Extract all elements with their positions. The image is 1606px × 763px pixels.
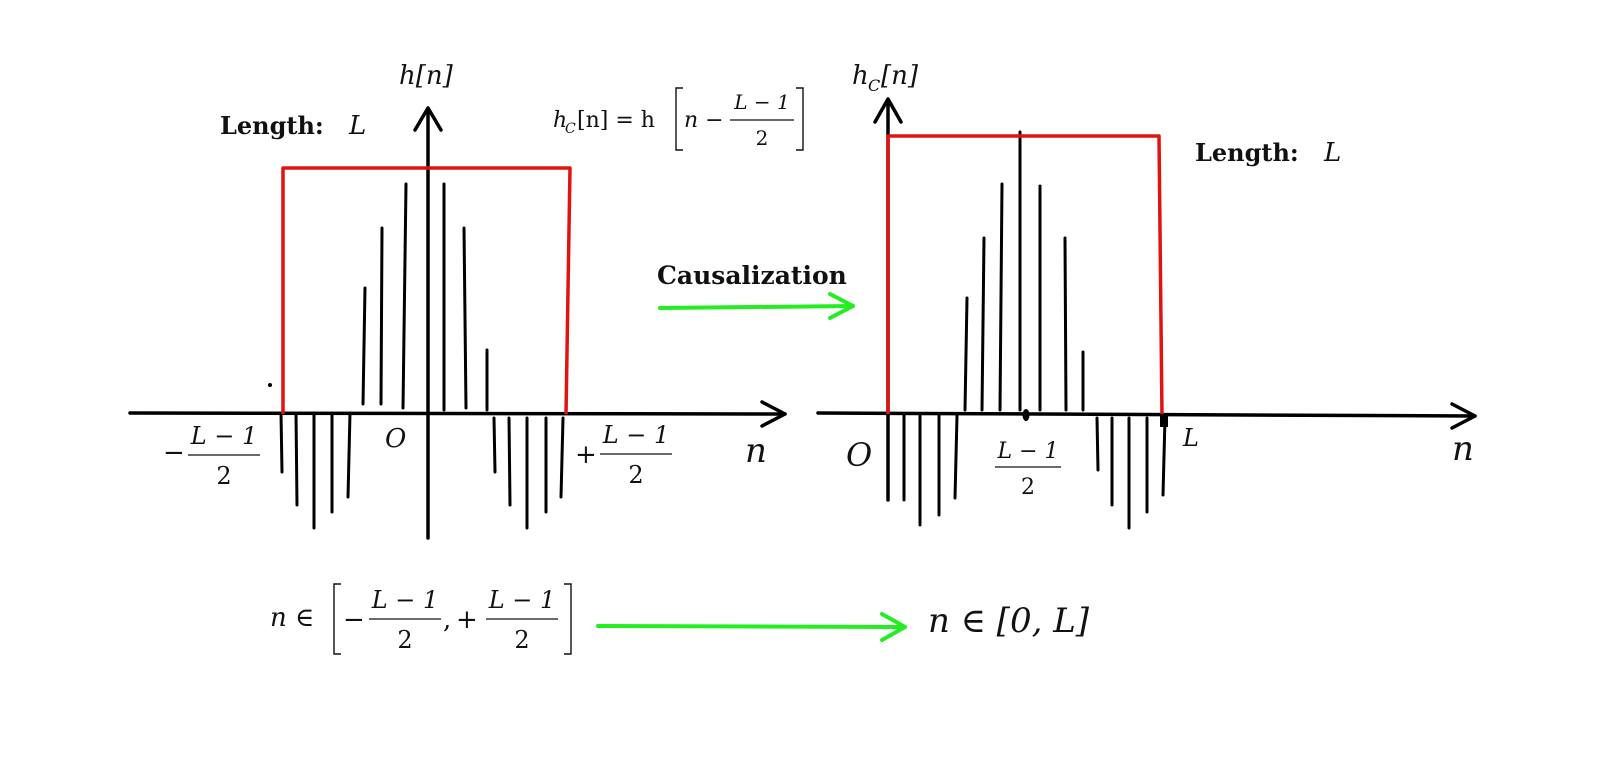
stem — [559, 416, 565, 499]
svg-text:2: 2 — [1021, 475, 1035, 500]
causalization-arrow — [658, 292, 855, 320]
svg-text:2: 2 — [756, 126, 769, 150]
svg-text:2: 2 — [514, 626, 529, 654]
svg-text:L − 1: L − 1 — [996, 439, 1058, 464]
svg-text:2: 2 — [628, 461, 643, 489]
svg-text:,: , — [443, 605, 451, 635]
stem — [1095, 416, 1100, 472]
svg-text:n ∈: n ∈ — [270, 603, 314, 633]
svg-text:2: 2 — [216, 462, 231, 490]
right-x-axis — [816, 402, 1477, 430]
svg-text:h: h — [553, 108, 567, 133]
stem — [401, 182, 408, 410]
left-x-axis — [128, 400, 787, 428]
svg-text:L − 1: L − 1 — [602, 421, 670, 449]
svg-text:−: − — [343, 605, 365, 635]
svg-text:[n] = h: [n] = h — [577, 108, 655, 133]
stem — [294, 411, 299, 507]
stem — [507, 416, 512, 507]
right-y-label: h C [n] — [852, 61, 919, 95]
svg-text:h: h — [852, 61, 869, 91]
causalization-label: Causalization — [657, 261, 847, 290]
left-origin-label: O — [385, 424, 406, 454]
right-window — [886, 134, 1164, 417]
stem — [361, 286, 367, 406]
stray-dot — [268, 383, 272, 387]
stem — [279, 411, 284, 474]
shift-formula: h C [n] = h n − L − 1 2 — [553, 87, 804, 151]
range-after: n ∈ [0, L] — [928, 601, 1090, 641]
stem — [462, 226, 468, 410]
svg-text:2: 2 — [397, 626, 412, 654]
stem — [346, 411, 352, 499]
svg-text:+: + — [456, 605, 478, 635]
stem — [379, 226, 384, 406]
left-x-label: n — [745, 431, 767, 471]
svg-text:+: + — [575, 440, 597, 470]
right-length-var: L — [1323, 138, 1341, 168]
left-y-axis — [413, 106, 443, 540]
stem — [1063, 236, 1068, 412]
svg-text:C: C — [565, 121, 576, 137]
right-end-label: L — [1182, 424, 1199, 452]
right-length-label: Length: — [1195, 138, 1299, 167]
stem — [492, 416, 497, 474]
mid-tick-mark — [1022, 409, 1030, 421]
left-impulse-stems — [279, 182, 565, 530]
left-length-label: Length: — [220, 111, 324, 140]
svg-text:−: − — [163, 438, 185, 468]
left-y-label: h[n] — [399, 61, 454, 91]
right-origin-label: O — [846, 436, 872, 474]
stem — [998, 182, 1004, 412]
end-tick-mark — [1160, 414, 1168, 427]
svg-text:L − 1: L − 1 — [190, 422, 258, 450]
svg-text:n −: n − — [684, 108, 724, 133]
stem — [953, 414, 959, 500]
causalization-transform: Causalization — [657, 261, 855, 320]
svg-text:[n]: [n] — [881, 61, 919, 91]
left-lower-limit: − L − 1 2 — [163, 422, 260, 490]
right-impulse-stems — [902, 130, 1167, 530]
left-plot: h[n] Length: L O n − L − 1 2 + L − 1 2 — [128, 61, 787, 540]
range-before: n ∈ − L − 1 2 , + L − 1 2 — [270, 583, 572, 655]
svg-text:L − 1: L − 1 — [371, 586, 439, 614]
svg-text:L − 1: L − 1 — [733, 90, 789, 114]
left-upper-limit: + L − 1 2 — [575, 421, 672, 489]
right-x-label: n — [1452, 429, 1474, 469]
svg-text:L − 1: L − 1 — [488, 586, 556, 614]
range-mapping-arrow — [596, 612, 907, 642]
stem — [980, 236, 986, 412]
svg-text:C: C — [868, 76, 880, 95]
left-window — [281, 166, 572, 415]
right-plot: h C [n] Length: L O L n L − 1 2 — [816, 61, 1477, 530]
stem — [963, 296, 969, 412]
stem — [1161, 416, 1167, 497]
right-mid-label: L − 1 2 — [995, 439, 1061, 500]
left-length-var: L — [348, 111, 366, 141]
